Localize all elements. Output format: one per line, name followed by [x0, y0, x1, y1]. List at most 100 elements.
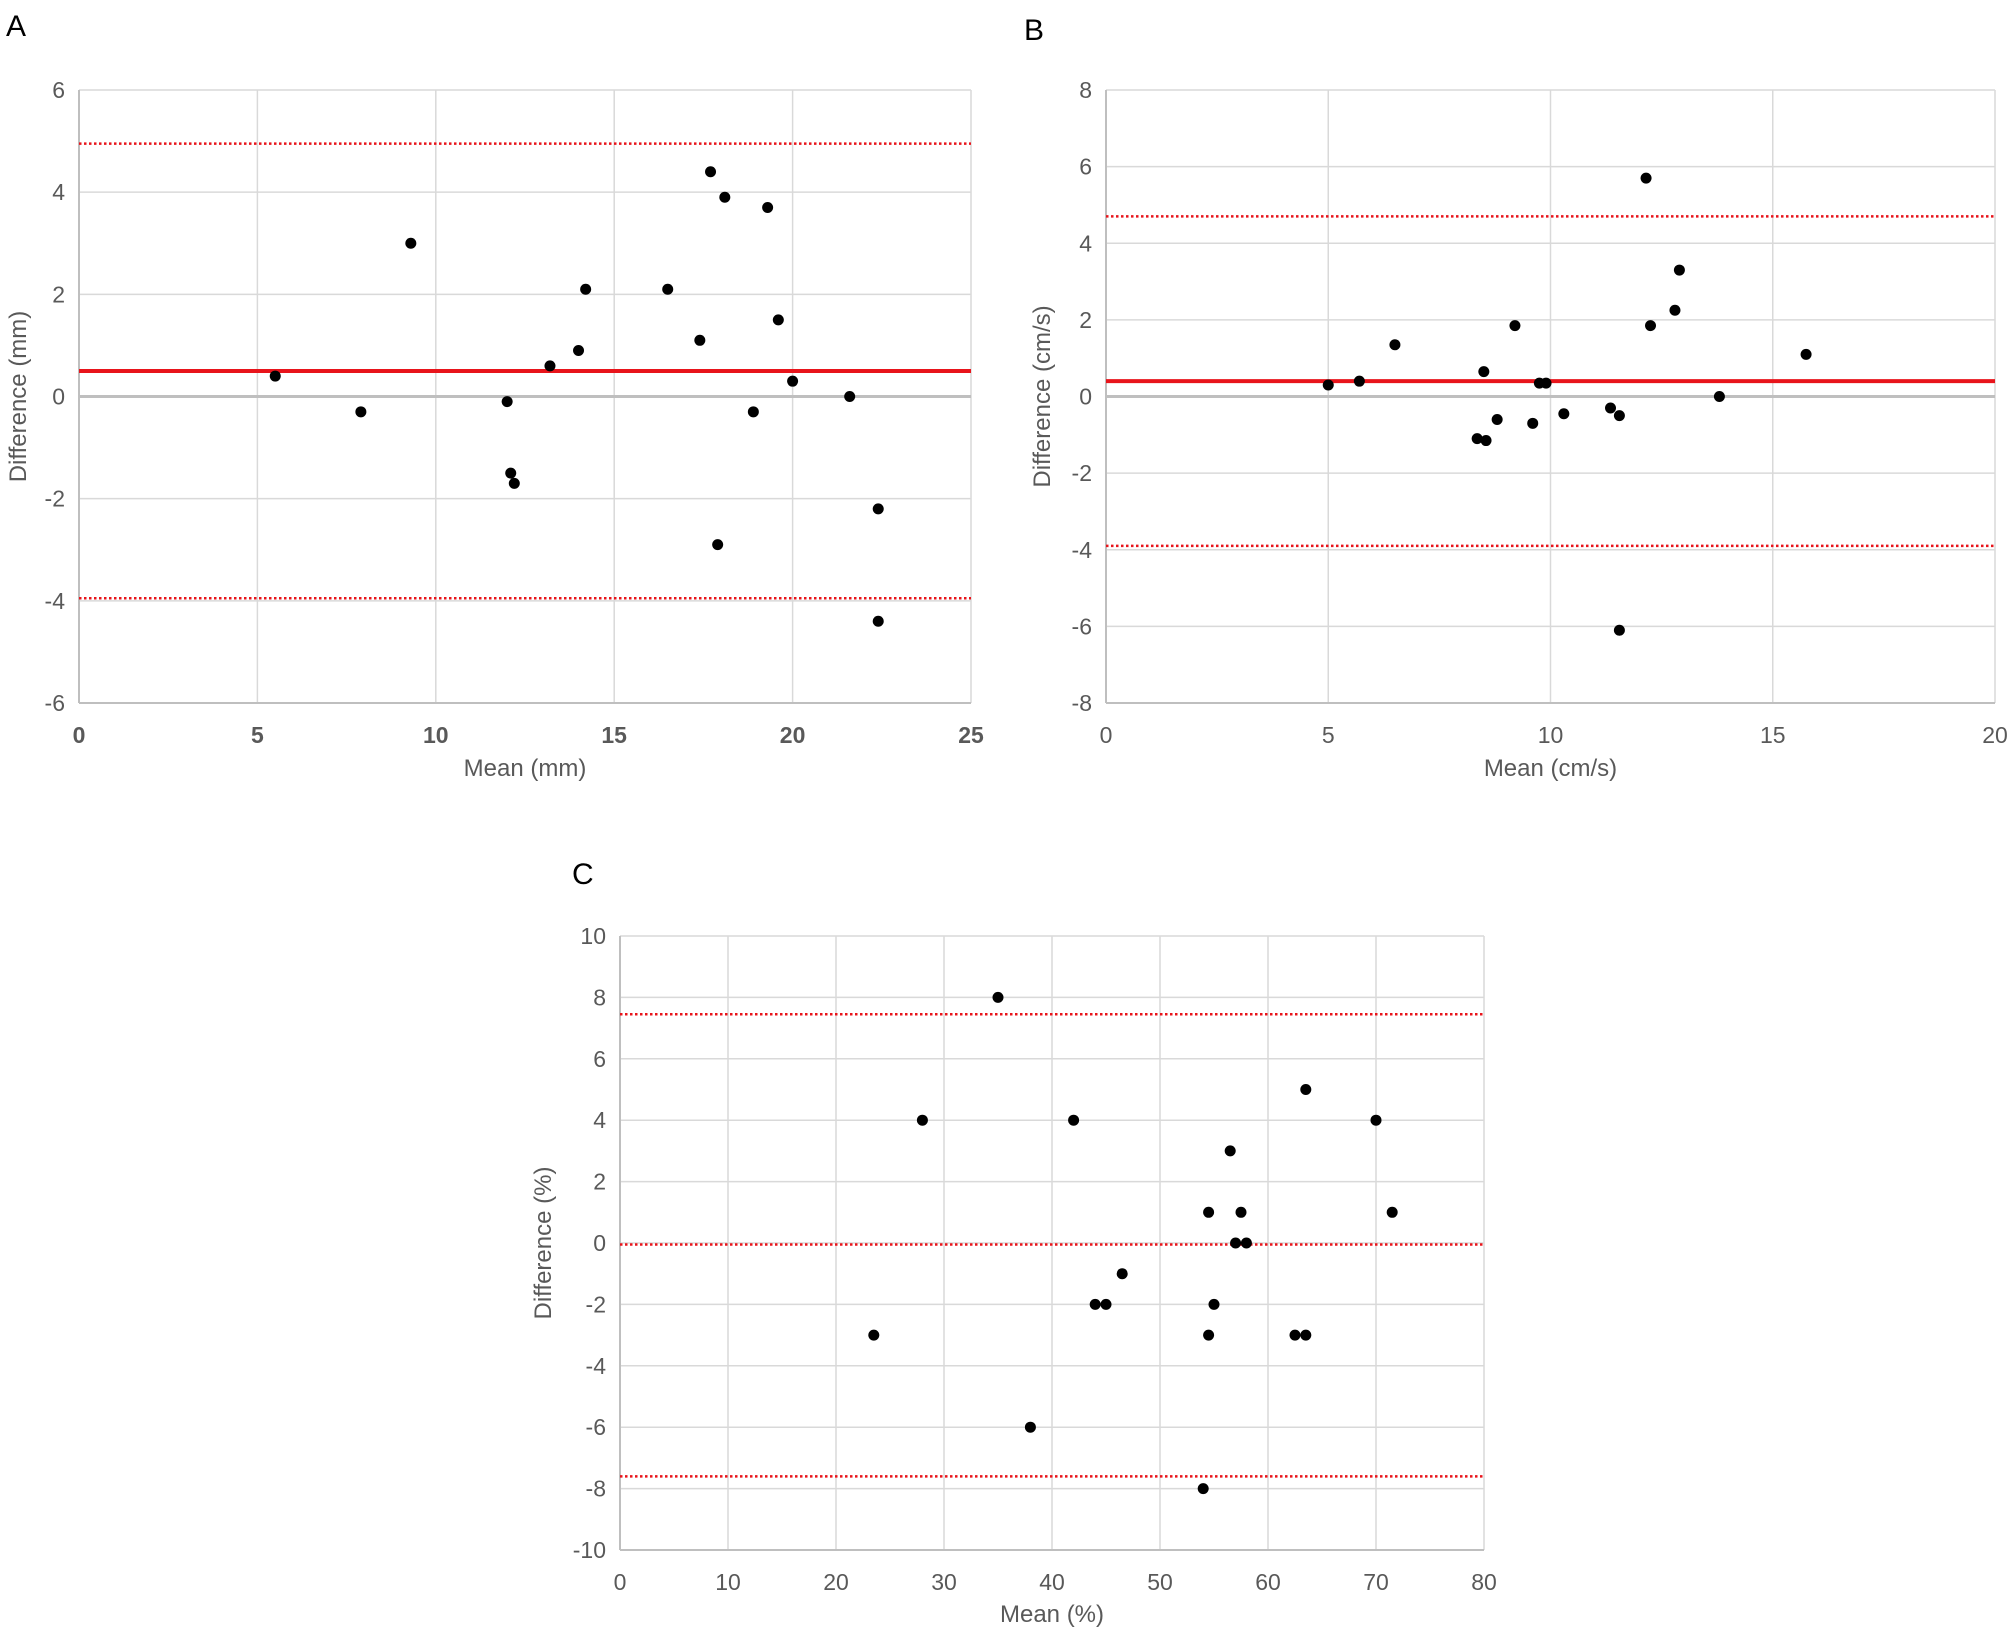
data-point [872, 503, 884, 515]
data-point [844, 391, 856, 402]
x-tick-label: 0 [614, 1569, 627, 1595]
data-point [1068, 1114, 1080, 1126]
y-tick-label: 4 [593, 1107, 606, 1133]
data-point [1480, 435, 1492, 447]
x-tick-label: 60 [1255, 1569, 1281, 1595]
data-point [1224, 1145, 1236, 1157]
x-tick-label: 15 [601, 722, 627, 748]
data-point [1478, 366, 1490, 378]
data-point [787, 375, 799, 387]
y-tick-label: 0 [52, 384, 65, 410]
data-point [772, 314, 784, 326]
data-point [662, 283, 674, 295]
data-point [916, 1114, 928, 1126]
data-point [1645, 320, 1657, 332]
panel-label: A [6, 10, 26, 43]
data-point [355, 406, 367, 418]
panel-label: C [572, 858, 594, 891]
x-tick-label: 40 [1039, 1569, 1065, 1595]
x-tick-label: 25 [958, 722, 984, 748]
data-point [1100, 1298, 1112, 1310]
data-point [1240, 1237, 1252, 1249]
data-point [1203, 1329, 1215, 1341]
y-tick-label: 2 [52, 281, 65, 307]
data-point [1558, 408, 1570, 420]
y-tick-label: 2 [593, 1169, 606, 1195]
x-tick-label: 5 [251, 722, 264, 748]
data-point [1208, 1298, 1220, 1310]
data-point [1800, 348, 1812, 360]
data-point [1235, 1206, 1247, 1218]
x-tick-label: 20 [823, 1569, 849, 1595]
y-tick-label: 8 [593, 984, 606, 1010]
data-point [747, 406, 759, 418]
data-point [1613, 624, 1625, 636]
data-point [868, 1329, 880, 1341]
data-point [1673, 264, 1685, 276]
data-point [1491, 413, 1503, 425]
y-tick-label: 6 [52, 77, 65, 103]
data-point [1386, 1206, 1398, 1218]
data-point [1024, 1421, 1036, 1433]
x-tick-label: 20 [1982, 722, 2008, 748]
y-tick-label: -2 [586, 1291, 606, 1317]
y-tick-label: 4 [1079, 230, 1092, 256]
data-point [1300, 1329, 1312, 1341]
x-axis-label: Mean (mm) [464, 755, 587, 782]
data-point [1540, 377, 1552, 389]
y-tick-label: 0 [1079, 384, 1092, 410]
x-tick-label: 70 [1363, 1569, 1389, 1595]
x-tick-label: 30 [931, 1569, 957, 1595]
y-tick-label: 0 [593, 1230, 606, 1256]
y-axis-label: Difference (cm/s) [1029, 305, 1056, 487]
x-tick-label: 10 [1538, 722, 1564, 748]
data-point [269, 370, 281, 382]
data-point [1203, 1206, 1215, 1218]
data-point [694, 334, 706, 346]
data-point [508, 477, 520, 489]
data-point [705, 166, 717, 178]
data-point [1289, 1329, 1301, 1341]
y-tick-label: -4 [45, 588, 66, 614]
data-point [573, 345, 585, 357]
y-tick-label: -6 [1072, 613, 1092, 639]
panel-c: -10 -8 -6 -4 -2 0 2 4 6 8 10 0 10 20 30 40 50 60 70 80 Mean … [530, 858, 1497, 1628]
x-tick-label: 5 [1322, 722, 1335, 748]
data-point [1322, 379, 1334, 391]
y-tick-label: -8 [1072, 690, 1092, 716]
data-point [1116, 1268, 1128, 1280]
data-point [1713, 391, 1725, 402]
data-point [1230, 1237, 1242, 1249]
data-point [762, 201, 774, 213]
y-tick-label: -4 [586, 1353, 607, 1379]
data-point [1669, 304, 1681, 316]
data-point [1471, 433, 1483, 445]
x-tick-label: 20 [780, 722, 806, 748]
data-point [1613, 410, 1625, 422]
data-point [405, 237, 417, 249]
x-tick-label: 15 [1760, 722, 1786, 748]
data-point [1353, 375, 1365, 387]
data-point [544, 360, 556, 372]
panel-label: B [1024, 14, 1044, 47]
data-point [1509, 320, 1521, 332]
y-tick-label: -8 [586, 1476, 606, 1502]
y-tick-label: 2 [1079, 307, 1092, 333]
x-tick-label: 50 [1147, 1569, 1173, 1595]
y-tick-label: 10 [580, 923, 606, 949]
y-tick-label: -10 [573, 1537, 606, 1563]
x-tick-label: 80 [1471, 1569, 1497, 1595]
x-tick-label: 0 [73, 722, 86, 748]
data-point [992, 991, 1004, 1003]
y-tick-label: -4 [1072, 537, 1093, 563]
data-point [719, 191, 731, 203]
y-axis-label: Difference (mm) [5, 311, 32, 483]
y-tick-label: -6 [586, 1414, 606, 1440]
y-axis-label: Difference (%) [530, 1167, 557, 1320]
y-tick-label: 4 [52, 179, 65, 205]
data-point [1527, 417, 1539, 429]
data-point [580, 283, 592, 295]
data-point [1089, 1298, 1101, 1310]
y-tick-label: -2 [45, 486, 65, 512]
